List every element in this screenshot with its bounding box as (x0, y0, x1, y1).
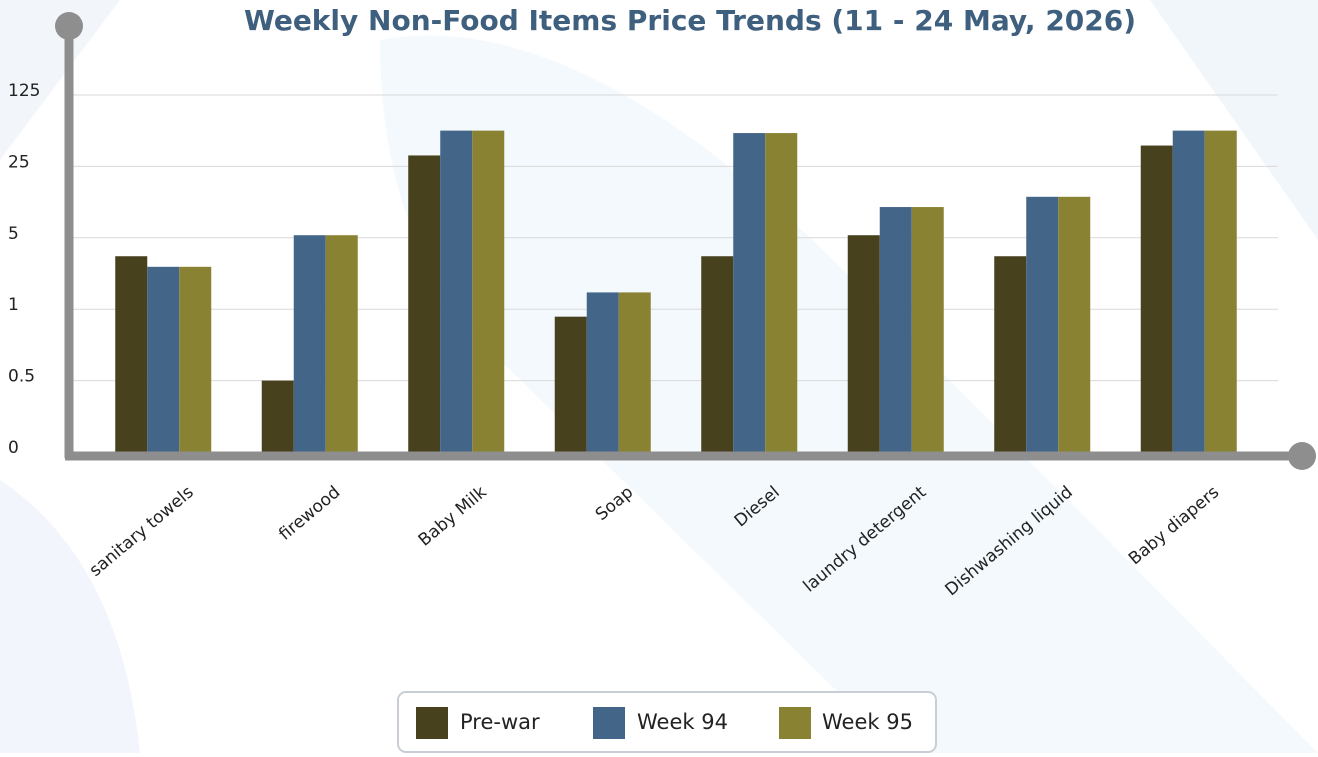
bar (847, 235, 880, 452)
x-tick-label: Baby Milk (415, 482, 491, 550)
x-tick-label: firewood (275, 482, 344, 544)
bar (911, 207, 944, 452)
bar (293, 235, 326, 452)
axis-end (55, 12, 83, 40)
bar (879, 207, 912, 452)
bar (179, 266, 212, 452)
bar (408, 155, 441, 452)
bar (261, 380, 294, 452)
bar (147, 266, 180, 452)
bar (1140, 145, 1173, 453)
bar (765, 133, 798, 452)
legend-swatch (593, 707, 625, 739)
bar (325, 235, 358, 452)
axis-end (1288, 442, 1316, 470)
y-tick-label: 125 (8, 81, 40, 101)
bar (701, 256, 734, 452)
bar (440, 130, 473, 452)
y-tick-label: 5 (8, 224, 19, 244)
bar (994, 256, 1027, 452)
bar (472, 130, 505, 452)
legend-swatch (779, 707, 811, 739)
y-tick-label: 1 (8, 295, 19, 315)
bar (1204, 130, 1237, 452)
y-tick-label: 0.5 (8, 367, 35, 387)
y-tick-label: 25 (8, 152, 30, 172)
bar (554, 316, 587, 452)
x-tick-label: Baby diapers (1125, 482, 1223, 569)
chart-title: Weekly Non-Food Items Price Trends (11 -… (244, 4, 1136, 37)
y-tick-label: 0 (8, 438, 19, 458)
bar (618, 292, 651, 452)
bar (1026, 196, 1059, 452)
bar (733, 133, 766, 452)
bar (586, 292, 619, 452)
bar (115, 256, 148, 452)
legend-label: Pre-war (460, 710, 540, 734)
bar (1172, 130, 1205, 452)
legend-label: Week 94 (637, 710, 728, 734)
x-tick-label: sanitary towels (86, 482, 198, 581)
bar (1058, 196, 1091, 452)
legend-swatch (416, 707, 448, 739)
x-tick-label: Soap (592, 482, 637, 525)
legend-label: Week 95 (822, 710, 913, 734)
